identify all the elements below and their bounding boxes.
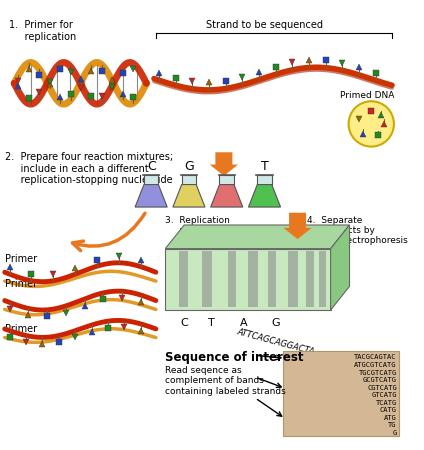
Text: CATG: CATG (380, 407, 397, 413)
Text: 1.  Primer for
     replication: 1. Primer for replication (9, 20, 77, 41)
Polygon shape (173, 184, 205, 207)
Text: A: A (223, 160, 231, 173)
Polygon shape (165, 248, 331, 310)
Text: Read seqence as
complement of bands
containing labeled strands: Read seqence as complement of bands cont… (165, 366, 286, 396)
Text: TACGCAGTAC: TACGCAGTAC (354, 355, 397, 360)
Text: Primer: Primer (5, 254, 37, 264)
Polygon shape (228, 252, 237, 307)
Text: ATGCGTCATG: ATGCGTCATG (354, 362, 397, 368)
Polygon shape (248, 184, 281, 207)
Text: G: G (271, 318, 280, 328)
Text: Sequence of interest: Sequence of interest (165, 351, 304, 364)
Polygon shape (306, 252, 314, 307)
Text: T: T (261, 160, 268, 173)
Polygon shape (287, 252, 298, 307)
Polygon shape (248, 252, 258, 307)
FancyBboxPatch shape (283, 351, 399, 436)
Polygon shape (202, 252, 212, 307)
Text: TG: TG (388, 423, 397, 428)
Text: C: C (180, 318, 188, 328)
Polygon shape (135, 184, 167, 207)
Text: Strand to be sequenced: Strand to be sequenced (206, 20, 323, 30)
Text: TGCGTCATG: TGCGTCATG (359, 369, 397, 376)
Text: GTCATG: GTCATG (371, 392, 397, 398)
Text: GCGTCATG: GCGTCATG (363, 377, 397, 383)
Polygon shape (182, 175, 196, 184)
Text: 4.  Separate
     products by
     gel electrophoresis: 4. Separate products by gel electrophore… (307, 216, 408, 245)
Text: TCATG: TCATG (376, 400, 397, 406)
Text: C: C (147, 160, 156, 173)
Text: G: G (393, 430, 397, 436)
Text: ATG: ATG (384, 415, 397, 421)
Polygon shape (165, 225, 349, 248)
Polygon shape (211, 184, 243, 207)
Text: T: T (208, 318, 215, 328)
Text: Primer: Primer (5, 279, 37, 289)
Polygon shape (268, 252, 276, 307)
Text: 2.  Prepare four reaction mixtures;
     include in each a different
     replic: 2. Prepare four reaction mixtures; inclu… (5, 152, 173, 185)
Polygon shape (319, 252, 326, 307)
Polygon shape (331, 225, 349, 310)
Polygon shape (220, 175, 234, 184)
Polygon shape (257, 175, 272, 184)
Text: 3.  Replication
     products of
     "C" reaction: 3. Replication products of "C" reaction (165, 216, 234, 245)
Text: ATTCAGCAGGACTA: ATTCAGCAGGACTA (236, 327, 315, 356)
Text: G: G (184, 160, 194, 173)
Text: +: + (353, 104, 365, 118)
Polygon shape (210, 152, 238, 176)
Text: CGTCATG: CGTCATG (367, 385, 397, 391)
Polygon shape (283, 213, 312, 239)
Text: Primer: Primer (5, 324, 37, 334)
Polygon shape (144, 175, 159, 184)
Text: A: A (240, 318, 248, 328)
Text: Primed DNA: Primed DNA (340, 91, 394, 100)
Polygon shape (179, 252, 188, 307)
Circle shape (349, 101, 394, 147)
